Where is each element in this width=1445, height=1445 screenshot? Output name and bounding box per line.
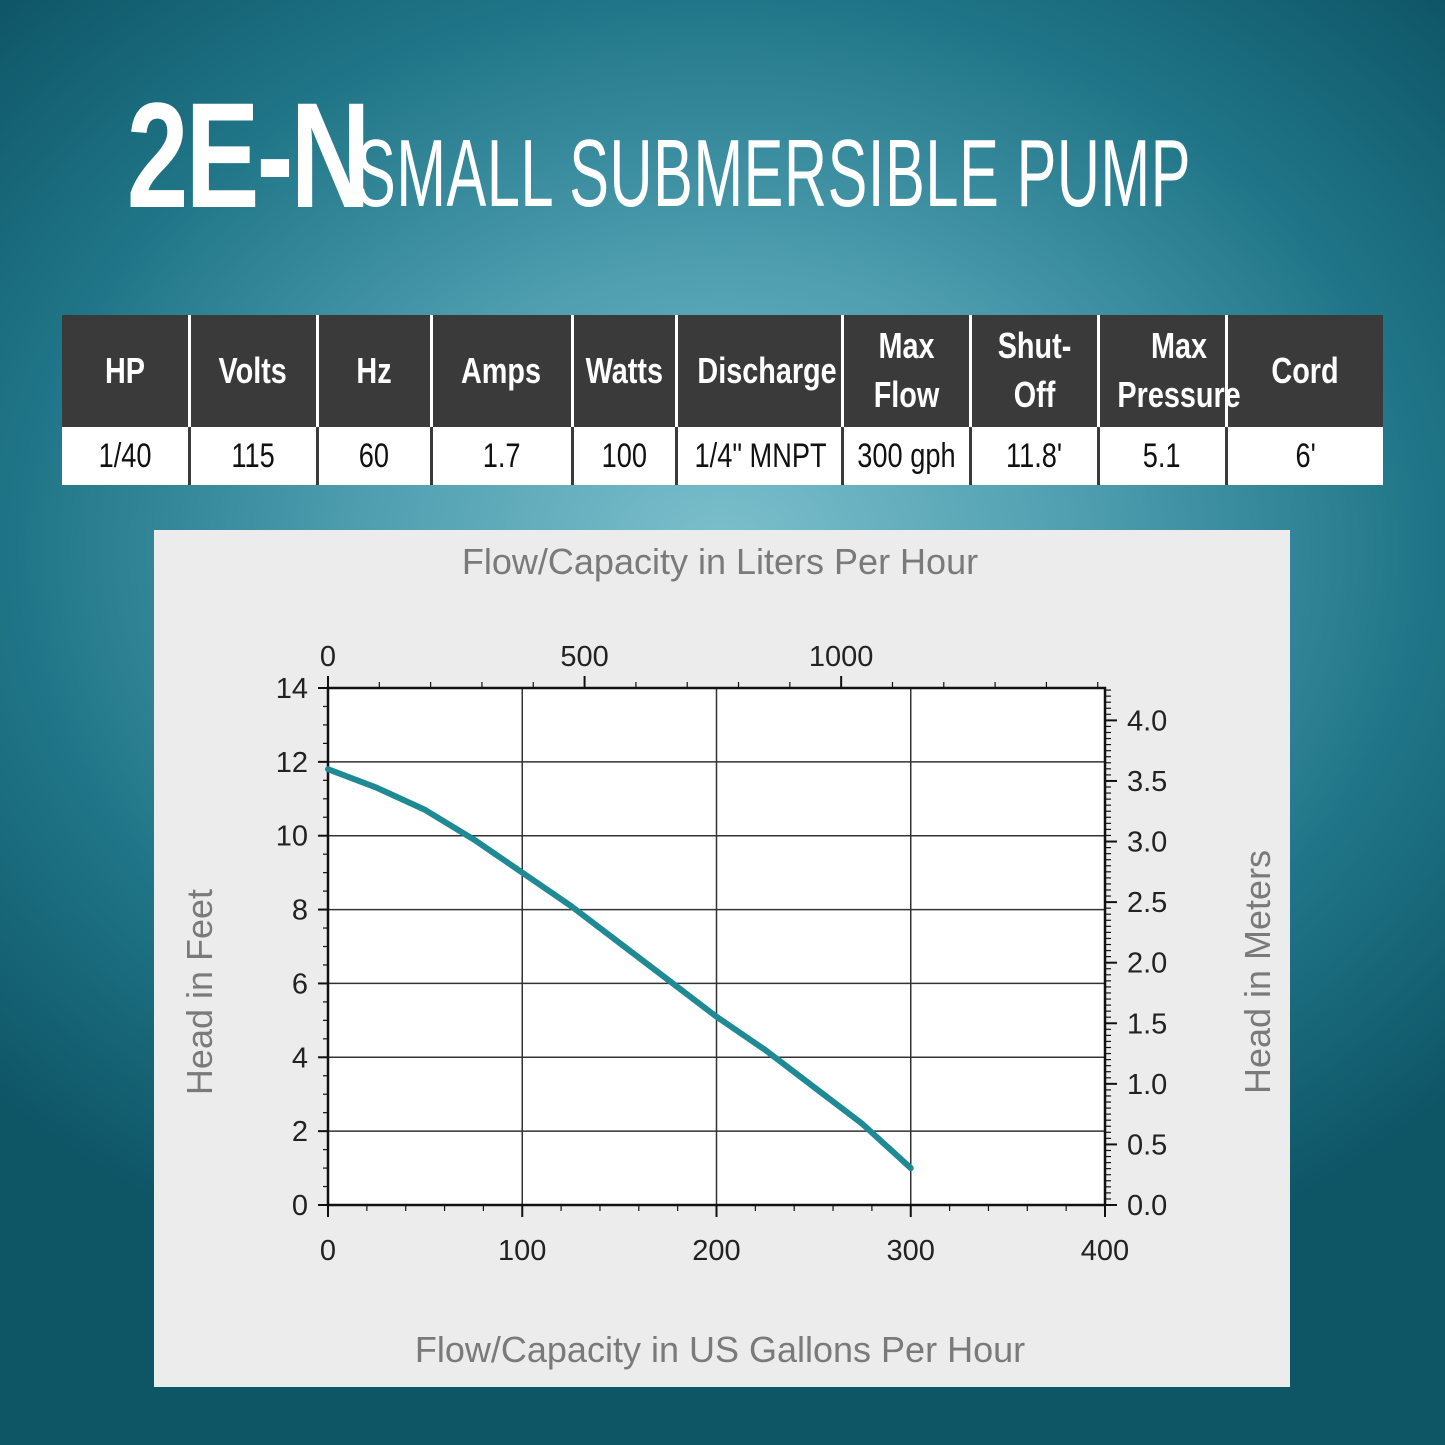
spec-value: 1/40 bbox=[62, 427, 191, 485]
model-name: 2E-N bbox=[126, 71, 371, 239]
spec-value: 5.1 bbox=[1098, 427, 1228, 485]
spec-value-row: 1/40 115 60 1.7 100 1/4" MNPT 300 gph 11… bbox=[62, 427, 1383, 485]
x-tick-label: 200 bbox=[692, 1235, 740, 1267]
spec-header: Discharge bbox=[676, 315, 844, 427]
spec-header: Hz bbox=[317, 315, 433, 427]
x-tick-label: 400 bbox=[1081, 1235, 1129, 1267]
x-tick-label: 300 bbox=[887, 1235, 935, 1267]
y-tick-label: 6 bbox=[292, 968, 308, 1000]
plot-frame bbox=[326, 686, 1107, 1207]
spec-header: Volts bbox=[189, 315, 319, 427]
performance-curve bbox=[325, 766, 914, 1172]
x-tick-label: 0 bbox=[320, 1235, 336, 1267]
spec-header: Max Flow bbox=[842, 315, 972, 427]
spec-value: 11.8' bbox=[970, 427, 1100, 485]
top-axis-title: Flow/Capacity in Liters Per Hour bbox=[462, 541, 978, 582]
right-axis-title: Head in Meters bbox=[1237, 850, 1278, 1094]
spec-table: HP Volts Hz Amps Watts Discharge Max Flo… bbox=[62, 315, 1383, 485]
spec-header: Shut-Off bbox=[970, 315, 1100, 427]
y-tick-label: 2 bbox=[292, 1116, 308, 1148]
spec-header: Watts bbox=[572, 315, 678, 427]
y2-tick-label: 2.0 bbox=[1127, 948, 1167, 980]
spec-value: 1/4" MNPT bbox=[676, 427, 844, 485]
spec-value: 1.7 bbox=[431, 427, 574, 485]
y-tick-label: 0 bbox=[292, 1190, 308, 1222]
spec-value: 60 bbox=[317, 427, 433, 485]
y2-tick-label: 0.0 bbox=[1127, 1190, 1167, 1222]
performance-chart: Flow/Capacity in Liters Per Hour Flow/Ca… bbox=[154, 530, 1290, 1387]
y2-tick-label: 4.0 bbox=[1127, 705, 1167, 737]
spec-header: Amps bbox=[431, 315, 574, 427]
x-tick-label: 100 bbox=[498, 1235, 546, 1267]
spec-value: 100 bbox=[572, 427, 678, 485]
y2-tick-label: 0.5 bbox=[1127, 1129, 1167, 1161]
spec-header-row: HP Volts Hz Amps Watts Discharge Max Flo… bbox=[62, 315, 1383, 427]
chart-svg: Flow/Capacity in Liters Per Hour Flow/Ca… bbox=[179, 541, 1278, 1370]
y-tick-label: 4 bbox=[292, 1042, 308, 1074]
bottom-axis-title: Flow/Capacity in US Gallons Per Hour bbox=[415, 1329, 1025, 1370]
product-subtitle: SMALL SUBMERSIBLE PUMP bbox=[355, 120, 1191, 227]
y-tick-label: 14 bbox=[276, 673, 308, 705]
top-tick-label: 500 bbox=[560, 641, 608, 673]
spec-header: Cord bbox=[1226, 315, 1383, 427]
spec-value: 115 bbox=[189, 427, 319, 485]
top-tick-label: 0 bbox=[320, 641, 336, 673]
spec-header: HP bbox=[62, 315, 191, 427]
spec-value: 6' bbox=[1226, 427, 1383, 485]
y2-tick-label: 3.5 bbox=[1127, 766, 1167, 798]
spec-value: 300 gph bbox=[842, 427, 972, 485]
y-tick-label: 12 bbox=[276, 747, 308, 779]
y2-tick-label: 1.0 bbox=[1127, 1069, 1167, 1101]
title-row: 2E-N SMALL SUBMERSIBLE PUMP bbox=[0, 60, 1445, 230]
y2-tick-label: 1.5 bbox=[1127, 1008, 1167, 1040]
y2-tick-label: 3.0 bbox=[1127, 827, 1167, 859]
y2-tick-label: 2.5 bbox=[1127, 887, 1167, 919]
y-tick-label: 10 bbox=[276, 821, 308, 853]
spec-header: Max Pressure bbox=[1098, 315, 1240, 427]
y-tick-label: 8 bbox=[292, 895, 308, 927]
top-tick-label: 1000 bbox=[809, 641, 874, 673]
left-axis-title: Head in Feet bbox=[179, 889, 220, 1095]
